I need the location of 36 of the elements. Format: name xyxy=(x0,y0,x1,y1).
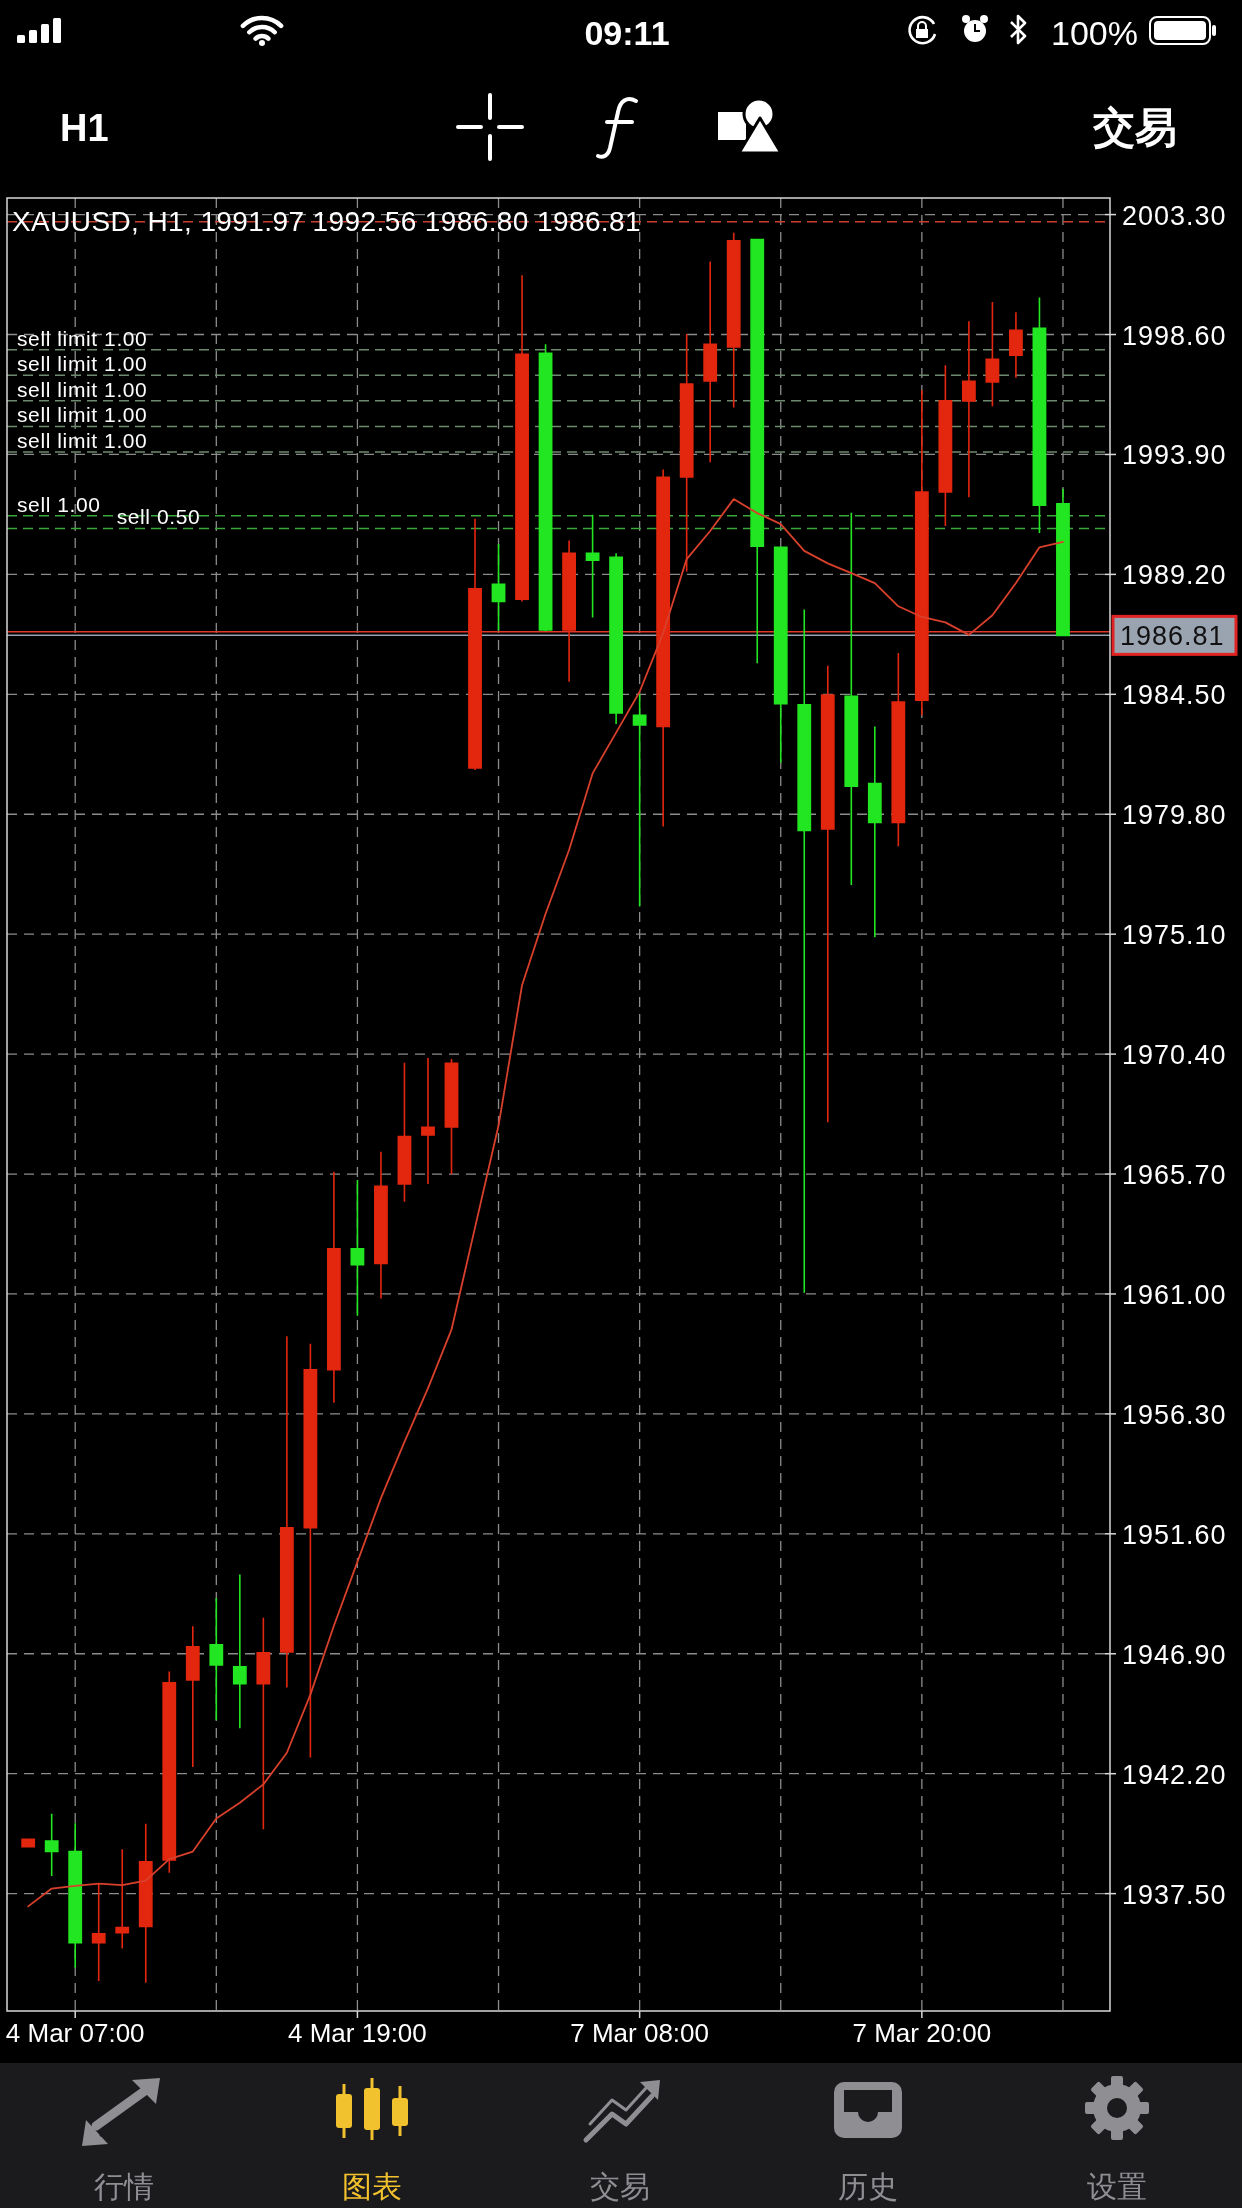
y-tick-label: 1989.20 xyxy=(1122,560,1227,591)
text: 交易 xyxy=(590,2170,650,2203)
ref-line-label: sell limit 1.00 xyxy=(17,377,148,401)
x-tick-label: 7 Mar 08:00 xyxy=(570,2018,710,2048)
ref-line-label: sell 1.00 xyxy=(17,492,101,516)
y-tick-label: 1998.60 xyxy=(1122,320,1227,351)
y-tick-label: 1965.70 xyxy=(1122,1160,1227,1191)
ref-line-label: sell limit 1.00 xyxy=(17,352,148,376)
y-tick-label: 1993.90 xyxy=(1122,440,1227,471)
y-tick-label: 1975.10 xyxy=(1122,920,1227,951)
price-label: 1986.81 xyxy=(1111,614,1238,656)
y-tick-label: 1937.50 xyxy=(1122,1879,1227,1910)
text: 交易 xyxy=(1092,104,1177,151)
text: 图表 xyxy=(342,2170,402,2203)
ref-line-label: sell limit 1.00 xyxy=(17,326,148,350)
y-tick-label: 1942.20 xyxy=(1122,1759,1227,1790)
ref-line-label: sell limit 1.00 xyxy=(17,428,148,452)
text: 设置 xyxy=(1087,2170,1147,2203)
ref-line-label: 1986.81 xyxy=(1120,621,1225,652)
y-tick-label: 1970.40 xyxy=(1122,1040,1227,1071)
y-tick-label: 1961.00 xyxy=(1122,1279,1227,1310)
x-tick-label: 4 Mar 19:00 xyxy=(288,2018,427,2048)
y-tick-label: 1979.80 xyxy=(1122,800,1227,831)
y-tick-label: 2003.30 xyxy=(1122,200,1227,231)
x-tick-label: 4 Mar 07:00 xyxy=(5,2018,145,2048)
y-tick-label: 1984.50 xyxy=(1122,680,1227,711)
text: 09:11 xyxy=(584,14,670,52)
ref-line-label: sell limit 1.00 xyxy=(17,403,148,427)
text: 100% xyxy=(1051,14,1138,52)
text: H1 xyxy=(60,107,109,149)
x-tick-label: 7 Mar 20:00 xyxy=(852,2018,992,2048)
y-tick-label: 1951.60 xyxy=(1122,1519,1227,1550)
text: 行情 xyxy=(94,2170,154,2203)
y-tick-label: 1946.90 xyxy=(1122,1639,1227,1670)
y-tick-label: 1956.30 xyxy=(1122,1399,1227,1430)
text: 历史 xyxy=(838,2170,898,2203)
